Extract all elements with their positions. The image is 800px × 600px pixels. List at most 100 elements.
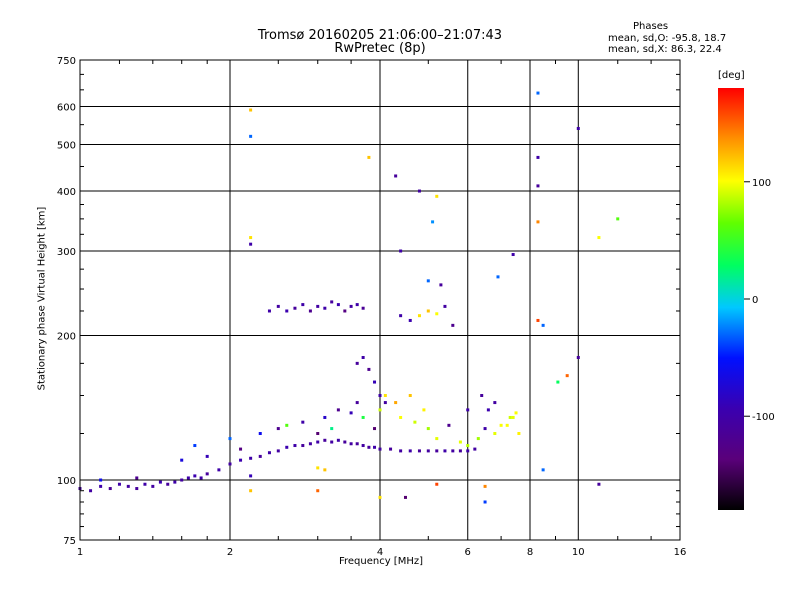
data-point	[408, 449, 412, 453]
data-point	[349, 411, 353, 415]
data-point	[378, 394, 382, 398]
data-point	[373, 380, 377, 384]
colorbar-ticks: 100 0 -100	[744, 178, 775, 423]
data-point	[323, 306, 327, 310]
data-point	[499, 423, 503, 427]
data-point	[466, 408, 470, 412]
colorbar-label: [deg]	[718, 70, 745, 81]
chart-subtitle: RwPretec (8p)	[334, 41, 426, 56]
data-point	[361, 355, 365, 359]
data-point	[205, 472, 209, 476]
data-point	[422, 408, 426, 412]
data-point	[330, 440, 334, 444]
data-point	[435, 482, 439, 486]
data-point	[323, 468, 327, 472]
colorbar-tick-label: 100	[752, 178, 771, 189]
data-point	[336, 438, 340, 442]
data-point	[408, 318, 412, 322]
data-point	[361, 444, 365, 448]
data-point	[514, 411, 518, 415]
data-point	[199, 476, 203, 480]
data-point	[486, 408, 490, 412]
data-point	[316, 489, 320, 493]
x-tick-label: 10	[572, 547, 585, 558]
data-point	[276, 449, 280, 453]
data-point	[476, 437, 480, 441]
data-point	[378, 447, 382, 451]
data-point	[249, 134, 253, 138]
data-point	[493, 432, 497, 436]
data-point	[249, 236, 253, 240]
data-point	[367, 155, 371, 159]
data-point	[541, 468, 545, 472]
data-point	[173, 480, 177, 484]
data-point	[394, 174, 398, 178]
data-point	[394, 401, 398, 405]
data-point	[135, 487, 139, 491]
data-point	[205, 454, 209, 458]
data-point	[343, 440, 347, 444]
axis-ticks: 1 2 4 6 8 10 16 75 100 200 300 400 500 600 750	[57, 56, 686, 558]
data-point	[249, 242, 253, 246]
plot-frame	[79, 59, 681, 541]
data-point	[249, 489, 253, 493]
stats-x-mode: mean, sd,X: 86.3, 22.4	[608, 44, 722, 55]
colorbar-tick-label: 0	[752, 295, 758, 306]
data-point	[458, 449, 462, 453]
data-point	[417, 314, 421, 318]
data-point	[426, 309, 430, 313]
data-point	[355, 401, 359, 405]
data-point	[249, 456, 253, 460]
colorbar	[718, 88, 744, 510]
x-tick-label: 1	[77, 547, 83, 558]
data-point	[330, 300, 334, 304]
data-point	[361, 306, 365, 310]
data-point	[308, 309, 312, 313]
stats-heading: Phases	[633, 21, 669, 32]
y-tick-label: 500	[57, 141, 76, 152]
data-point	[355, 442, 359, 446]
y-axis-label: Stationary phase Virtual Height [km]	[36, 206, 48, 391]
data-point	[399, 314, 403, 318]
y-tick-label: 300	[57, 247, 76, 258]
y-tick-label: 100	[57, 476, 76, 487]
data-point	[330, 427, 334, 431]
chart-title: Tromsø 20160205 21:06:00–21:07:43	[257, 28, 503, 43]
data-point	[458, 440, 462, 444]
x-tick-label: 6	[465, 547, 471, 558]
data-point	[496, 275, 500, 279]
data-point	[301, 420, 305, 424]
data-point	[308, 442, 312, 446]
data-point	[285, 445, 289, 449]
data-point	[435, 312, 439, 316]
data-point	[151, 484, 155, 488]
data-point	[193, 474, 197, 478]
data-point	[536, 91, 540, 95]
data-point	[99, 484, 103, 488]
x-tick-label: 4	[377, 547, 383, 558]
data-point	[473, 447, 477, 451]
data-point	[576, 126, 580, 130]
data-point	[483, 427, 487, 431]
data-point	[258, 432, 262, 436]
data-point	[349, 304, 353, 308]
data-point	[355, 361, 359, 365]
data-point	[565, 374, 569, 378]
stats-o-mode: mean, sd,O: -95.8, 18.7	[608, 33, 727, 44]
data-point	[166, 482, 170, 486]
data-point	[180, 478, 184, 482]
x-axis-label: Frequency [MHz]	[338, 556, 424, 567]
data-point	[511, 253, 515, 257]
x-tick-label: 16	[674, 547, 687, 558]
data-point	[239, 447, 243, 451]
data-point	[536, 220, 540, 224]
data-point	[443, 304, 447, 308]
data-point	[508, 415, 512, 419]
data-point	[373, 445, 377, 449]
data-point	[343, 309, 347, 313]
data-point	[443, 449, 447, 453]
data-point	[323, 438, 327, 442]
data-point	[367, 367, 371, 371]
data-point	[536, 155, 540, 159]
data-point	[378, 495, 382, 499]
